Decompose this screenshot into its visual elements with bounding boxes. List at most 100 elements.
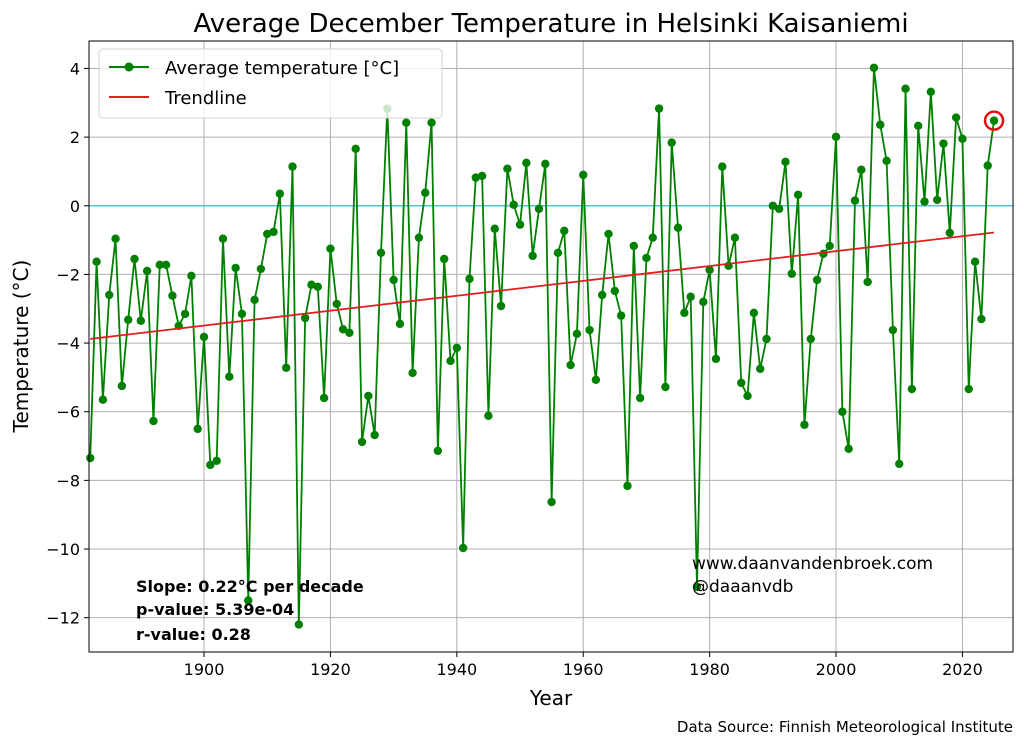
y-axis-label: Temperature (°C) [9,260,33,434]
temperature-point [989,116,999,125]
temperature-point [288,162,297,171]
temperature-point [977,314,986,324]
temperature-point [901,84,910,93]
temperature-point [402,118,411,127]
temperature-point [370,430,379,440]
temperature-point [825,241,834,251]
temperature-point [180,309,190,319]
latest-point-highlight [983,110,1005,131]
temperature-point [256,264,266,274]
temperature-point [376,248,386,257]
temperature-point [300,313,310,323]
legend-box [98,48,443,119]
temperature-point [307,280,316,289]
temperature-point [149,416,158,426]
temperature-point [642,253,651,263]
temperature-point [503,164,512,173]
x-tick-label: 1920 [310,660,351,679]
temperature-point [913,121,923,130]
temperature-point [263,229,272,239]
temperature-point [705,265,714,275]
temperature-point [831,132,841,141]
temperature-point [787,269,796,278]
temperature-point [142,266,152,276]
x-tick-label: 1980 [689,660,730,679]
y-tick-label: −12 [46,609,80,628]
temperature-point [86,453,95,463]
temperature-point [560,226,569,236]
temperature-point [528,251,537,261]
temperature-point [427,118,436,127]
temperature-point [749,308,759,318]
temperature-point [812,275,822,285]
x-tick-label: 1940 [436,660,477,679]
temperature-point [244,596,253,605]
temperature-point [737,378,746,388]
temperature-point [932,195,942,205]
temperature-point [926,87,936,97]
x-tick-label: 1900 [184,660,225,679]
temperature-point [225,372,234,381]
y-tick-label: 4 [70,59,80,78]
temperature-point [275,189,285,198]
temperature-point [743,391,752,401]
temperature-point [117,381,127,391]
temperature-point [155,260,164,270]
temperature-point [471,173,480,182]
temperature-point [395,319,405,329]
legend-label-temperature: Average temperature [°C] [165,58,399,79]
temperature-point [951,113,961,122]
temperature-point [958,134,967,144]
temperature-point [888,325,898,335]
temperature-point [319,393,329,403]
temperature-point [338,325,348,334]
legend-label-trendline: Trendline [164,88,247,109]
temperature-point [895,459,904,469]
temperature-point [92,257,101,266]
temperature-point [414,233,424,242]
temperature-point [585,325,594,335]
temperature-point [718,162,727,171]
temperature-point [105,290,114,300]
x-tick-label: 2020 [942,660,983,679]
temperature-point [616,311,626,320]
temperature-point [781,157,790,167]
temperature-point [465,274,474,284]
temperature-point [907,384,917,394]
y-tick-label: 2 [70,128,80,147]
temperature-point [755,364,765,374]
temperature-point [237,309,247,319]
y-tick-label: −4 [56,334,80,353]
temperature-point [496,301,506,311]
temperature-point [509,200,518,209]
legend: Average temperature [°C] Trendline [98,48,443,119]
temperature-point [187,271,196,280]
temperature-point [882,156,891,165]
temperature-point [326,244,335,253]
chart-title: Average December Temperature in Helsinki… [193,9,908,39]
temperature-point [604,229,613,239]
temperature-point [850,196,860,205]
temperature-point [515,220,525,229]
temperature-point [566,360,575,370]
temperature-point [231,263,240,273]
temperature-point [458,543,468,553]
temperature-point [477,171,487,181]
temperature-point [490,224,499,233]
temperature-point [408,368,417,378]
trendline [90,231,995,340]
website-watermark: www.daanvandenbroek.com [692,554,933,574]
temperature-point [269,227,278,237]
temperature-point [364,391,373,401]
temperature-point [869,63,879,72]
temperature-point [193,424,202,434]
temperature-point [433,446,443,456]
temperature-point [111,234,120,243]
temperature-point [541,159,550,169]
temperature-point [939,139,948,148]
axis-ticks: 1900 1920 1940 1960 1980 2000 2020 4 2 0 −2 −4 −6 −8 −… [46,59,983,679]
temperature-point [762,334,771,344]
temperature-point [136,316,146,325]
temperature-point [522,158,531,168]
